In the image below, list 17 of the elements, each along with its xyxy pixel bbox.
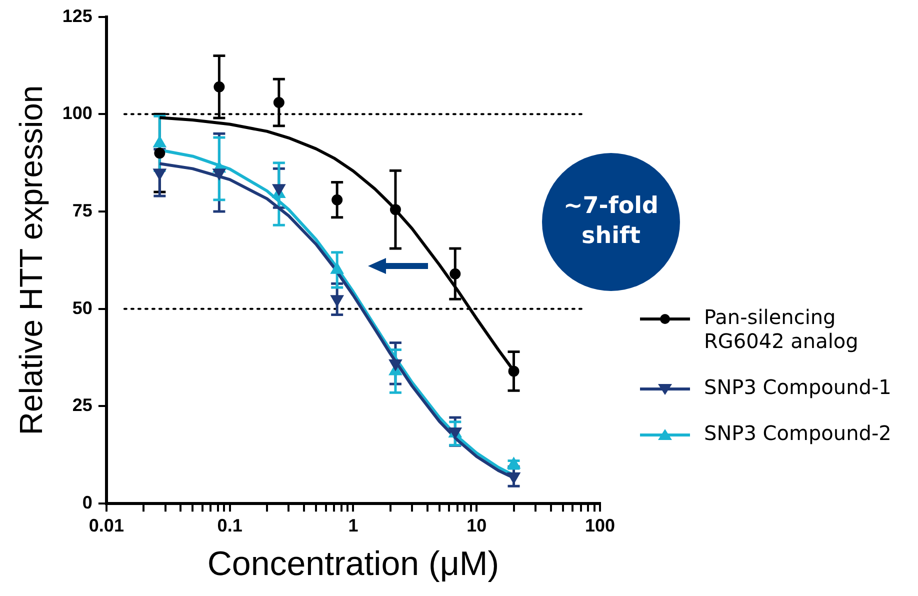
x-axis-title: Concentration (μM)	[207, 544, 500, 583]
y-tick-label: 0	[82, 492, 92, 513]
legend-label: SNP3 Compound-1	[704, 375, 892, 399]
x-tick-label: 100	[584, 515, 616, 536]
y-tick-label: 25	[72, 395, 92, 416]
y-tick-label: 75	[72, 200, 92, 220]
y-tick-label: 50	[72, 298, 92, 318]
x-tick-label: 0.01	[88, 515, 124, 536]
x-tick-label: 1	[348, 515, 358, 536]
circle-badge: ~7-fold shift	[542, 153, 680, 291]
y-axis-title: Relative HTT expression	[13, 85, 50, 436]
x-tick-label: 0.1	[217, 515, 242, 536]
x-tick-label: 10	[466, 515, 487, 536]
legend-label: SNP3 Compound-2	[704, 421, 892, 445]
legend-label: Pan-silencing RG6042 analog	[704, 305, 860, 353]
y-tick-label: 100	[62, 103, 92, 124]
y-tick-label: 125	[62, 6, 92, 26]
